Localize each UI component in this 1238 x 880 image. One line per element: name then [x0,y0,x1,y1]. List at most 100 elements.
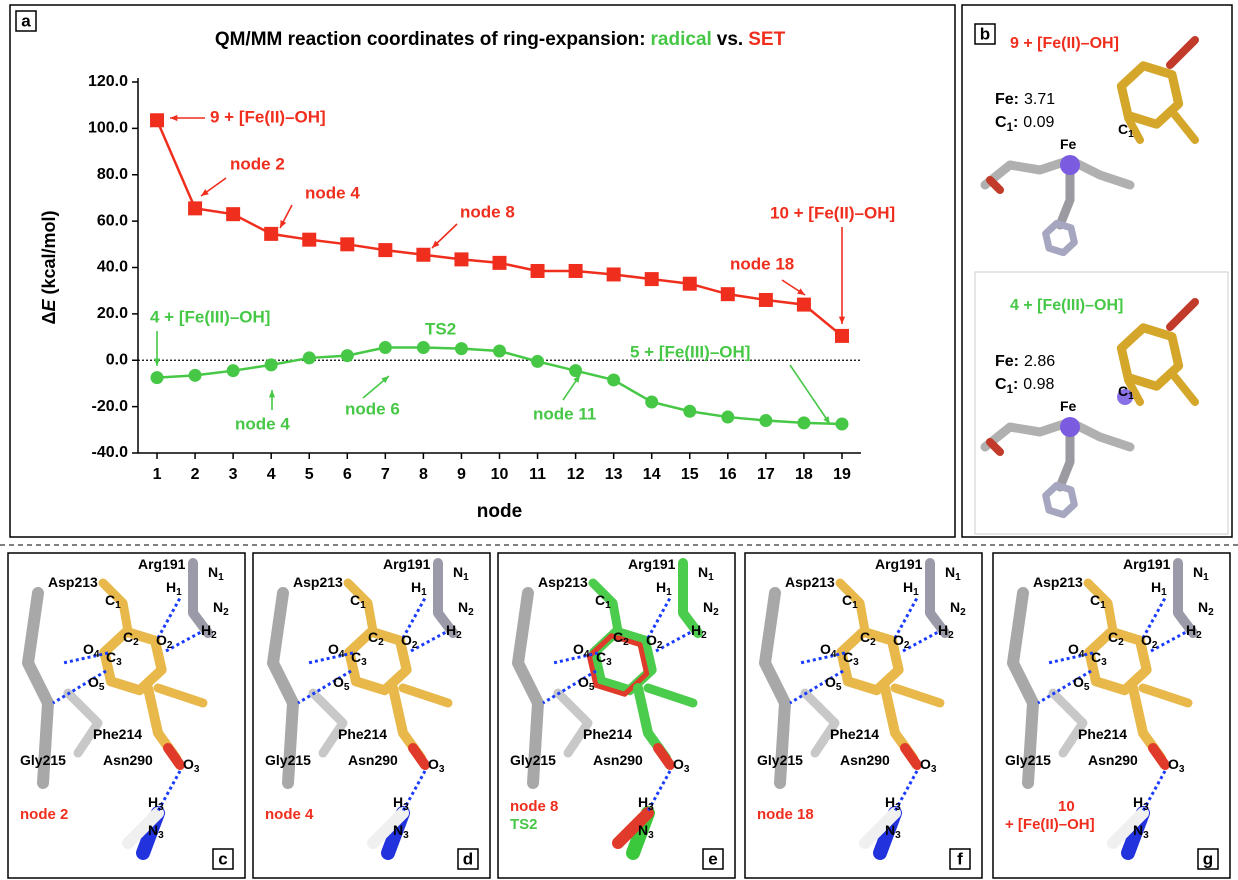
text-part: C [105,592,115,608]
y-tick-label: 40.0 [97,259,128,276]
text-part: C [842,592,852,608]
data-point [264,227,278,241]
x-tick-label: 2 [191,466,200,483]
text-part: H [411,579,421,595]
y-tick-label: -40.0 [92,444,129,461]
text-part: 2 [623,637,629,648]
text-part: C [1108,629,1118,645]
data-point [645,272,659,286]
text-part: 3 [361,657,367,668]
text-part: Arg191 [1123,556,1171,572]
text-part: 3 [648,802,654,813]
spin-label: Fe:2.86 [995,353,1055,370]
text-part: H [691,622,701,638]
residue-label: O3 [183,756,200,775]
text-part: C [1090,592,1100,608]
annotation: node 8 [460,202,515,221]
x-tick-label: 6 [343,466,352,483]
data-point [303,351,316,364]
text-part: : [1013,114,1018,131]
atom-label: Fe [1060,398,1077,414]
text-part: 2 [1196,630,1202,641]
panel-letter: a [21,11,31,30]
text-part: O [1168,756,1179,772]
annotation: node 11 [533,404,596,423]
spin-label: C1:0.98 [995,376,1055,396]
text-part: N [148,822,158,838]
residue-label: N1 [698,564,714,583]
residue-label: Gly215 [510,752,556,768]
stick [658,748,670,765]
residue-label: Gly215 [265,752,311,768]
text-part: 2 [223,607,229,618]
text-part: H [885,794,895,810]
text-part: 1 [666,587,672,598]
data-point [188,201,202,215]
text-part: O [83,641,94,657]
text-part: Asn290 [103,752,153,768]
text-part: Fe [1060,136,1077,152]
stick [1046,485,1075,514]
text-part: 3 [606,657,612,668]
residue-label: Arg191 [383,556,431,572]
text-part: N [703,599,713,615]
text-part: 1 [421,587,427,598]
panel-letter: b [980,24,990,43]
data-point [416,248,430,262]
text-part: O [646,632,657,648]
text-part: 2 [701,630,707,641]
text-part: 3 [684,764,690,775]
residue-label: N2 [703,599,719,618]
text-part: Asp213 [785,574,835,590]
text-part: 3 [895,802,901,813]
data-point [302,233,316,247]
y-axis-label: ΔE (kcal/mol) [39,211,59,325]
text-part: N [885,822,895,838]
stick [1153,748,1165,765]
residue-label: Phe214 [830,726,879,742]
text-part: H [1186,622,1196,638]
residue-label: O5 [88,674,105,693]
x-tick-label: 11 [529,466,546,483]
series-line [157,120,842,336]
residue-label: H1 [411,579,427,598]
stick [1143,688,1188,703]
title-series: radical [651,29,712,50]
stick [805,693,835,753]
text-part: 2 [211,630,217,641]
annotation: node 6 [345,399,400,418]
text-part: H [1151,579,1161,595]
text-part: 5 [344,682,350,693]
data-point [835,418,848,431]
residue-label: N1 [1193,564,1209,583]
panel-a-frame [10,5,955,537]
text-part: 1 [463,572,469,583]
state-title: 9 + [Fe(II)–OH] [1010,35,1119,52]
stick [168,748,180,765]
residue-label: H2 [691,622,707,641]
data-point [417,341,430,354]
residue-label: Asp213 [538,574,588,590]
text-part: Asn290 [593,752,643,768]
stick [985,422,1130,447]
residue-label: Asp213 [1033,574,1083,590]
panel-letter: f [957,849,963,868]
data-point [379,341,392,354]
data-point [378,243,392,257]
x-tick-label: 14 [643,466,661,483]
data-point [226,207,240,221]
x-tick-label: 7 [381,466,390,483]
data-point [151,371,164,384]
panel-letter: e [708,849,717,868]
text-part: 1 [913,587,919,598]
x-tick-label: 17 [757,466,775,483]
panel-caption: node 8 [510,798,558,815]
residue-label: O4 [820,641,837,660]
panel-caption: node 4 [265,806,314,823]
text-part: 3 [648,830,654,841]
text-part: Phe214 [583,726,632,742]
residue-label: Asn290 [593,752,643,768]
text-part: 3 [403,830,409,841]
data-point [835,329,849,343]
annotation: node 4 [235,414,290,433]
